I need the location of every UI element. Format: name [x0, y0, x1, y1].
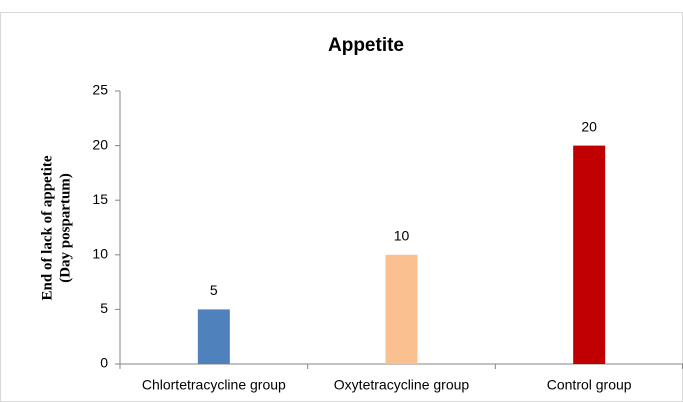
y-axis-title-line: End of lack of appetite [39, 155, 55, 300]
y-axis-title-line: (Day pospartum) [57, 173, 73, 283]
bar [573, 145, 606, 364]
y-tick-label: 25 [92, 82, 108, 98]
data-label: 5 [210, 282, 218, 298]
y-tick-label: 0 [100, 355, 108, 371]
bar [385, 254, 418, 364]
chart-title: Appetite [328, 35, 404, 56]
x-tick-label: Chlortetracycline group [142, 377, 286, 393]
y-tick-label: 20 [92, 136, 108, 152]
data-label: 20 [581, 118, 597, 134]
y-tick-label: 15 [92, 191, 108, 207]
y-tick-label: 10 [92, 246, 108, 262]
data-label: 10 [394, 228, 410, 244]
bar [197, 309, 230, 364]
y-tick-label: 5 [100, 300, 108, 316]
x-tick-label: Control group [547, 377, 632, 393]
y-axis-title: End of lack of appetite (Day pospartum) [39, 155, 73, 300]
x-tick-label: Oxytetracycline group [334, 377, 470, 393]
